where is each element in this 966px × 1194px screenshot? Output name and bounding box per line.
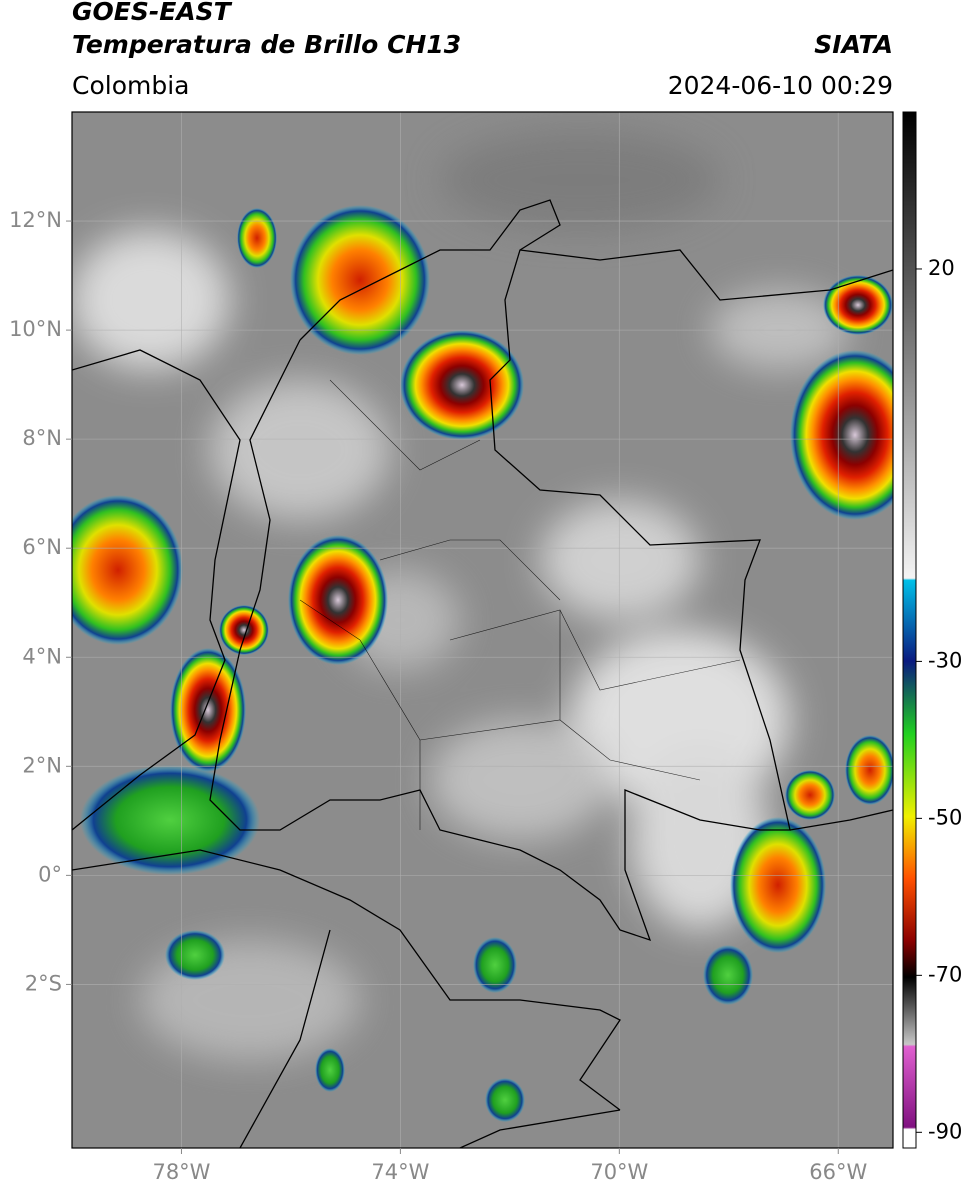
storm-cell	[730, 817, 826, 953]
cloud	[210, 380, 390, 520]
cloud	[440, 130, 720, 230]
storm-cell	[473, 937, 517, 993]
y-tick-label: 0°	[38, 862, 62, 886]
department-border	[419, 719, 701, 781]
tick-labels: 78°W 74°W 70°W 66°W 2°S 0° 2°N 4°N 6°N 8°N 10°N 12°…	[9, 208, 962, 1184]
coastline	[239, 929, 331, 1148]
x-tick-label: 66°W	[809, 1160, 867, 1184]
cloud	[72, 230, 230, 370]
storm-cell	[845, 735, 893, 805]
storm-cell	[400, 330, 524, 440]
cloud	[430, 720, 610, 840]
colorbar-tick-label: -50	[928, 805, 962, 829]
x-tick-label: 70°W	[590, 1160, 648, 1184]
country-border	[459, 1109, 621, 1148]
storm-cells	[72, 205, 893, 1122]
country-border	[209, 199, 791, 942]
y-tick-label: 12°N	[9, 208, 62, 232]
coastline	[72, 349, 241, 831]
department-borders	[299, 379, 741, 830]
subtitle: Temperatura de Brillo CH13	[72, 30, 461, 59]
storm-cell	[170, 648, 246, 772]
colorbar-tick-label: 20	[928, 256, 955, 280]
map-frame	[71, 111, 894, 1149]
department-border	[449, 609, 741, 691]
country-border	[519, 249, 893, 301]
source: SIATA	[814, 30, 893, 59]
colorbar-tick-label: -30	[928, 648, 962, 672]
x-tick-label: 78°W	[152, 1160, 210, 1184]
borders	[72, 199, 893, 1148]
storm-cell	[165, 930, 225, 980]
storm-cell	[823, 275, 893, 335]
storm-cell	[290, 205, 430, 355]
y-tick-label: 4°N	[22, 644, 62, 668]
storm-cell	[785, 770, 835, 820]
department-border	[379, 539, 561, 601]
storm-cell	[80, 765, 260, 875]
colorbar-tick-label: -90	[928, 1119, 962, 1143]
y-tick-label: 2°S	[25, 971, 62, 995]
y-tick-label: 6°N	[22, 535, 62, 559]
title: GOES-EAST	[72, 0, 233, 26]
storm-cell	[237, 208, 277, 268]
department-border	[299, 599, 421, 830]
storm-cell	[703, 945, 753, 1005]
map-area	[72, 112, 893, 1148]
colorbar-tick-label: -70	[928, 962, 962, 986]
country-border	[789, 809, 893, 831]
department-border	[329, 379, 481, 471]
storm-cell	[315, 1048, 345, 1092]
y-tick-label: 2°N	[22, 753, 62, 777]
storm-cell	[790, 350, 893, 520]
datetime: 2024-06-10 00:29	[668, 71, 893, 100]
y-tick-label: 8°N	[22, 426, 62, 450]
graticule	[72, 112, 893, 1148]
x-tick-label: 74°W	[371, 1160, 429, 1184]
storm-cell	[485, 1078, 525, 1122]
storm-cell	[72, 495, 183, 645]
country-border	[72, 849, 621, 1111]
cloud	[540, 500, 700, 620]
storm-cell	[219, 605, 269, 655]
colorbar	[902, 111, 917, 1149]
storm-cell	[288, 535, 388, 665]
region: Colombia	[72, 71, 189, 100]
y-tick-label: 10°N	[9, 317, 62, 341]
